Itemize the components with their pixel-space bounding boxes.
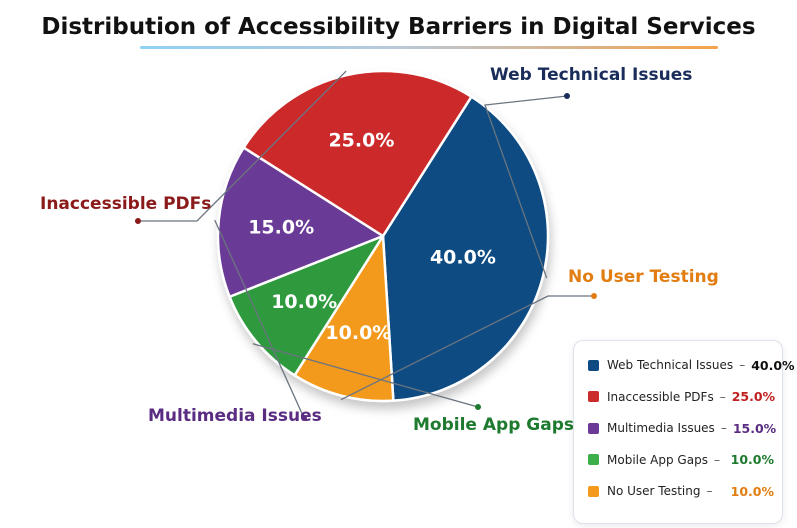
slice-value-label: 40.0% (430, 247, 496, 269)
pie-slice-no-user-testing (293, 234, 395, 403)
title-underline (140, 46, 718, 49)
chart-title: Distribution of Accessibility Barriers i… (41, 14, 756, 40)
legend-item: Inaccessible PDFs –25.0% (588, 387, 776, 407)
legend-swatch (588, 422, 599, 434)
pie-slice-mobile-app-gaps (228, 234, 385, 377)
callout-leader-line (340, 295, 594, 401)
legend-value: 25.0% (731, 389, 776, 404)
legend-swatch (588, 391, 599, 402)
pie-slice-inaccessible-pdfs (242, 69, 473, 238)
legend-swatch (588, 454, 599, 465)
callout-label: Web Technical Issues (490, 65, 692, 85)
callout-label: No User Testing (568, 267, 719, 287)
callout-label: Multimedia Issues (148, 406, 322, 426)
legend-item: Web Technical Issues –40.0% (588, 355, 795, 375)
callout-label: Inaccessible PDFs (40, 194, 211, 214)
callout-leader-line (252, 343, 479, 408)
legend-swatch (588, 485, 599, 497)
slice-value-label: 15.0% (248, 216, 314, 238)
callout-leader-line (484, 95, 568, 279)
callout-dot (301, 415, 307, 421)
legend-value: 10.0% (730, 483, 774, 499)
legend-dash: – (720, 421, 727, 435)
legend-label: Web Technical Issues (607, 358, 734, 372)
slice-value-label: 25.0% (328, 129, 394, 151)
legend-item: Multimedia Issues –15.0% (588, 418, 777, 438)
legend-item: Mobile App Gaps –10.0% (588, 450, 774, 470)
slice-value-label: 10.0% (325, 322, 391, 344)
legend-item: No User Testing – 10.0% (588, 481, 774, 501)
legend-label: No User Testing (607, 484, 701, 498)
pie-callouts: Web Technical Issues No User Testing Mobil… (40, 65, 719, 435)
pie-slice-multimedia-issues (216, 146, 385, 298)
legend: Web Technical Issues –40.0% Inaccessible P… (573, 340, 795, 524)
pie-slice-labels: 40.0% 10.0% 10.0% 15.0% 25.0% (248, 129, 496, 344)
callout-leader-line (138, 70, 347, 222)
legend-label: Multimedia Issues (607, 421, 715, 435)
legend-dash: – (713, 452, 720, 467)
legend-value: 40.0% (751, 357, 795, 373)
legend-swatch (588, 359, 599, 371)
legend-label: Mobile App Gaps (607, 452, 708, 467)
pie-slices (216, 69, 550, 403)
callout-dot (135, 218, 141, 224)
callout-dot (591, 293, 597, 299)
callout-dot (564, 93, 570, 99)
legend-label: Inaccessible PDFs (607, 389, 714, 404)
callout-leader-line (214, 219, 305, 419)
callout-dot (475, 404, 481, 410)
legend-value: 15.0% (732, 420, 777, 436)
legend-value: 10.0% (730, 452, 774, 467)
slice-value-label: 10.0% (271, 291, 337, 313)
legend-dash: – (706, 484, 713, 498)
callout-label: Mobile App Gaps (413, 415, 574, 435)
legend-dash: – (739, 358, 746, 372)
legend-dash: – (719, 389, 726, 404)
